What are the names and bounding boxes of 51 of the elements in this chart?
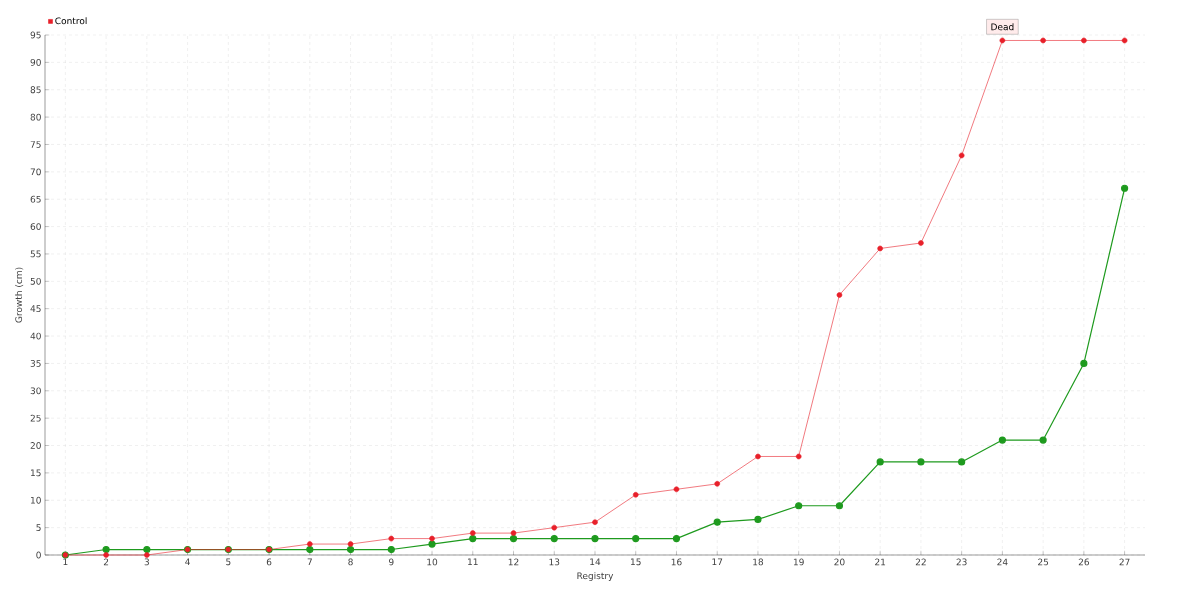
y-tick-label: 75 <box>30 141 41 148</box>
x-tick-label: 13 <box>549 558 560 566</box>
y-tick-label: 50 <box>30 277 41 285</box>
x-tick-label: 17 <box>712 558 723 566</box>
y-tick-label: 70 <box>30 168 41 176</box>
x-tick-label: 26 <box>1078 558 1090 566</box>
y-tick-label: 80 <box>30 113 41 121</box>
x-tick-label: 5 <box>226 558 231 566</box>
x-tick-label: 3 <box>144 558 149 566</box>
y-tick-label: 60 <box>30 223 41 230</box>
annotation: Dead <box>991 23 1014 31</box>
x-tick-label: 24 <box>997 558 1008 566</box>
x-tick-label: 4 <box>185 558 190 566</box>
x-tick-label: 1 <box>63 558 68 566</box>
x-tick-label: 27 <box>1119 558 1130 566</box>
x-tick-label: 16 <box>671 558 682 566</box>
x-tick-label: 19 <box>793 558 804 566</box>
x-tick-label: 21 <box>875 558 886 566</box>
x-tick-label: 18 <box>753 558 764 566</box>
y-tick-label: 95 <box>30 31 41 39</box>
x-tick-label: 6 <box>266 558 272 566</box>
x-tick-label: 7 <box>307 558 312 566</box>
x-tick-label: 8 <box>348 558 353 566</box>
x-tick-label: 20 <box>834 558 845 566</box>
y-tick-label: 5 <box>36 524 41 531</box>
y-tick-label: 15 <box>31 469 41 477</box>
y-tick-label: 0 <box>36 551 41 559</box>
x-tick-label: 22 <box>915 558 926 566</box>
y-tick-label: 90 <box>30 58 41 66</box>
y-tick-label: 20 <box>30 442 41 449</box>
x-tick-label: 15 <box>630 558 641 566</box>
y-tick-label: 65 <box>30 195 41 203</box>
y-tick-label: 25 <box>30 414 41 422</box>
x-tick-label: 2 <box>103 558 109 566</box>
x-tick-label: 12 <box>508 558 519 566</box>
y-tick-label: 10 <box>31 496 41 504</box>
x-axis-title: Registry <box>577 572 614 581</box>
y-tick-label: 55 <box>30 250 41 258</box>
x-tick-label: 14 <box>590 558 601 566</box>
y-tick-label: 35 <box>30 360 41 367</box>
y-tick-label: 40 <box>30 332 41 340</box>
y-tick-label: 85 <box>30 86 41 94</box>
x-tick-label: 11 <box>468 558 478 566</box>
y-tick-label: 45 <box>30 305 41 313</box>
x-tick-label: 25 <box>1038 558 1049 566</box>
x-tick-label: 9 <box>388 558 394 566</box>
x-tick-label: 10 <box>427 558 438 566</box>
y-axis-title: Growth (cm) <box>15 267 24 323</box>
y-tick-label: 30 <box>30 387 41 395</box>
legend-label: Control <box>55 17 87 25</box>
x-tick-label: 23 <box>956 558 967 566</box>
